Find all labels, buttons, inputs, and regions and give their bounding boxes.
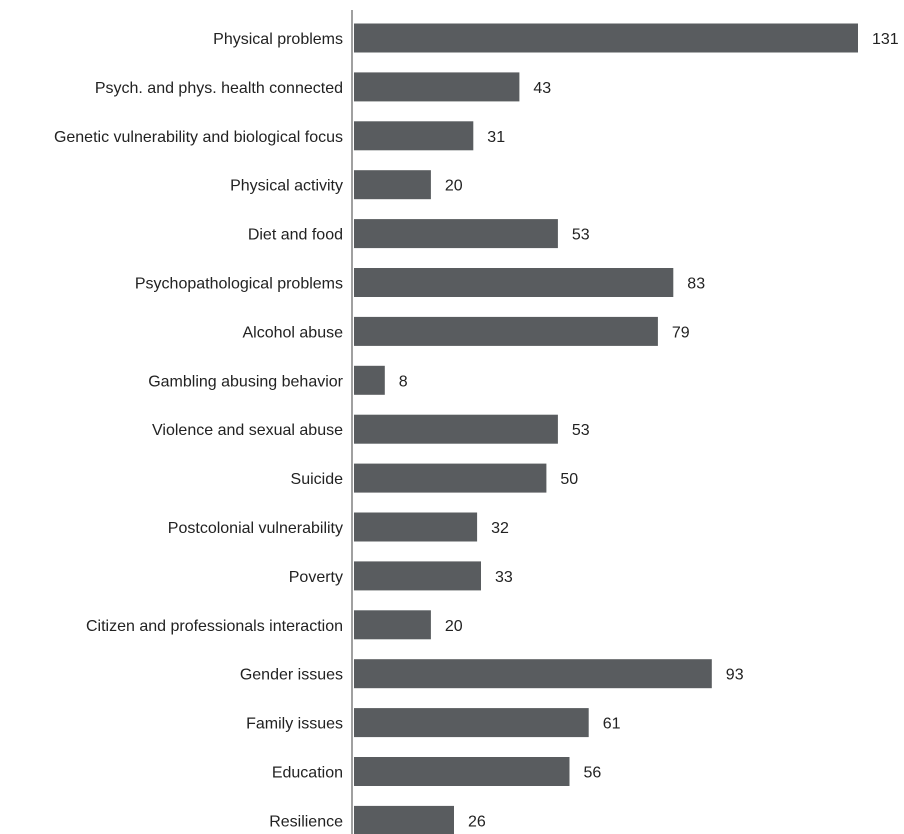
value-label: 93 [726, 667, 744, 684]
value-label: 33 [495, 569, 513, 586]
bar [354, 512, 478, 542]
bar [354, 268, 674, 297]
bar [354, 72, 520, 102]
value-label: 32 [491, 520, 509, 537]
category-label: Resilience [269, 813, 343, 830]
category-label: Alcohol abuse [242, 324, 343, 341]
bar [354, 23, 858, 53]
category-label: Suicide [291, 471, 344, 488]
category-label: Genetic vulnerability and biological foc… [54, 129, 343, 146]
bar [354, 757, 570, 786]
bar [354, 659, 712, 689]
bar [354, 708, 589, 738]
category-label: Family issues [246, 716, 343, 733]
bars-group [354, 23, 858, 834]
value-label: 53 [572, 227, 590, 244]
bar [354, 805, 454, 834]
category-label: Citizen and professionals interaction [86, 618, 343, 635]
value-labels-group: 131 43 31 20 53 83 79 8 53 50 32 33 20 93 61 56 26 [399, 31, 899, 830]
category-label: Violence and sexual abuse [152, 422, 343, 439]
category-label: Gambling abusing behavior [148, 373, 343, 390]
category-label: Gender issues [240, 667, 343, 684]
category-label: Diet and food [248, 227, 343, 244]
value-label: 20 [445, 178, 463, 195]
bar [354, 121, 474, 151]
category-label: Physical activity [230, 178, 343, 195]
category-label: Poverty [289, 569, 343, 586]
value-label: 50 [560, 471, 578, 488]
category-label: Physical problems [213, 31, 343, 48]
category-label: Education [272, 765, 343, 782]
value-label: 43 [533, 80, 551, 97]
value-label: 61 [603, 716, 621, 733]
category-label: Psychopathological problems [135, 276, 343, 293]
bar [354, 170, 431, 200]
bar [354, 610, 431, 640]
value-label: 26 [468, 813, 486, 830]
value-label: 31 [487, 129, 505, 146]
value-label: 8 [399, 373, 408, 390]
value-label: 79 [672, 324, 690, 341]
bar [354, 561, 481, 591]
bar [354, 414, 558, 444]
value-label: 53 [572, 422, 590, 439]
value-label: 20 [445, 618, 463, 635]
category-labels-group: Physical problems Psych. and phys. health… [54, 31, 344, 830]
value-label: 83 [687, 276, 705, 293]
value-label: 56 [584, 765, 602, 782]
bar [354, 463, 547, 493]
category-label: Postcolonial vulnerability [168, 520, 343, 537]
bar [354, 316, 658, 346]
bar [354, 219, 558, 249]
value-label: 131 [872, 31, 899, 48]
category-label: Psych. and phys. health connected [95, 80, 343, 97]
bar [354, 365, 385, 395]
